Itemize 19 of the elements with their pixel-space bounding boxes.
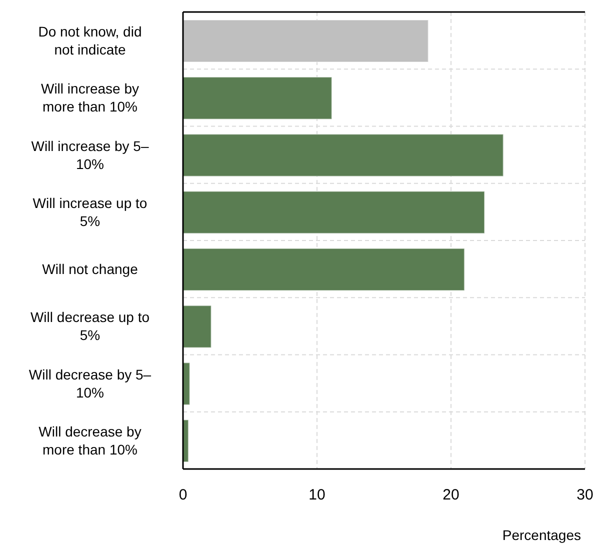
x-tick-label: 30 xyxy=(576,486,594,504)
y-tick-label: Will decrease up to 5% xyxy=(30,309,150,344)
bar xyxy=(183,305,212,348)
y-tick-label: Will decrease by 5–10% xyxy=(28,366,152,400)
bar xyxy=(183,20,429,62)
bar xyxy=(183,190,485,234)
bar xyxy=(183,248,465,291)
y-tick-label: Will increase up to 5% xyxy=(32,194,148,229)
x-tick-label: 0 xyxy=(178,486,188,504)
y-tick-label: Will increase by more than 10% xyxy=(40,80,140,115)
x-axis-title: Percentages xyxy=(502,527,581,543)
x-tick-label: 20 xyxy=(442,486,460,504)
y-tick-label: Do not know, did not indicate xyxy=(38,24,142,58)
y-tick-label: Will decrease by more than 10% xyxy=(38,423,142,458)
x-tick-label: 10 xyxy=(308,486,326,504)
y-tick-label: Will not change xyxy=(42,261,138,278)
bar xyxy=(183,134,504,177)
y-tick-label: Will increase by 5–10% xyxy=(31,138,149,172)
bar xyxy=(183,76,332,120)
